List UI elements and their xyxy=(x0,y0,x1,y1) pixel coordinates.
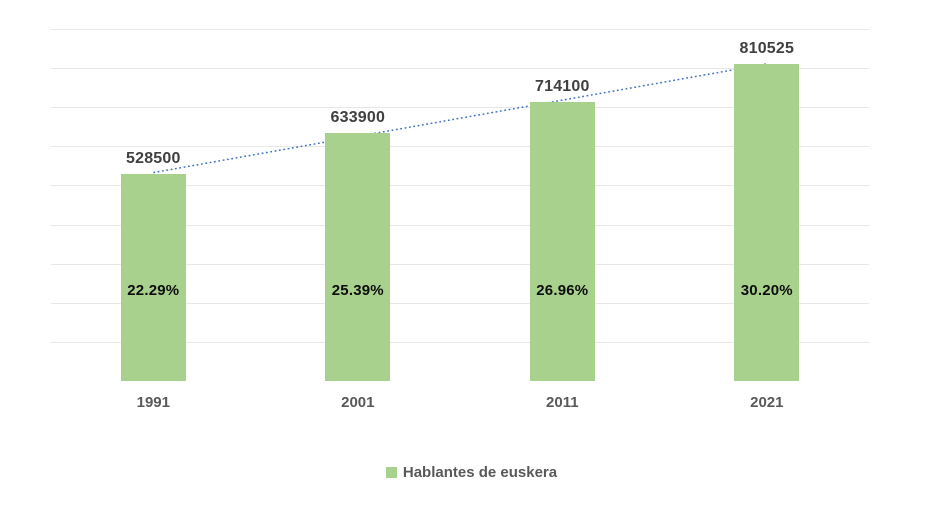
x-tick-label: 2011 xyxy=(546,394,579,411)
gridline xyxy=(51,224,869,226)
gridline xyxy=(51,263,869,265)
bar-value-label: 528500 xyxy=(126,150,181,168)
x-tick-label: 1991 xyxy=(136,394,170,411)
x-tick-label: 2001 xyxy=(341,394,375,411)
bar: 528500 22.29% xyxy=(120,150,186,381)
trendline-path xyxy=(153,63,767,174)
legend-swatch-icon xyxy=(385,467,397,478)
gridline xyxy=(51,302,869,304)
bar-percent-label: 25.39% xyxy=(331,281,384,299)
bar-percent-label: 22.29% xyxy=(127,281,180,299)
bar-percent-label: 30.20% xyxy=(740,282,793,299)
bar: 810525 30.20% xyxy=(734,40,800,381)
bar-percent-label: 26.96% xyxy=(536,281,589,299)
bar-value-label: 714100 xyxy=(535,77,590,95)
bar-value-label: 633900 xyxy=(330,109,386,127)
gridline xyxy=(51,185,869,187)
bar: 714100 26.96% xyxy=(529,78,595,381)
legend-label: Hablantes de euskera xyxy=(402,464,558,481)
x-tick-label: 2021 xyxy=(750,394,784,411)
bar: 633900 25.39% xyxy=(325,109,391,381)
legend: Hablantes de euskera xyxy=(0,464,943,481)
gridline xyxy=(51,341,869,343)
gridline xyxy=(51,29,869,30)
plot-area: 528500 22.29% 633900 25.39% 714100 26.96% 8105… xyxy=(51,0,869,430)
bar-value-label: 810525 xyxy=(739,40,795,57)
